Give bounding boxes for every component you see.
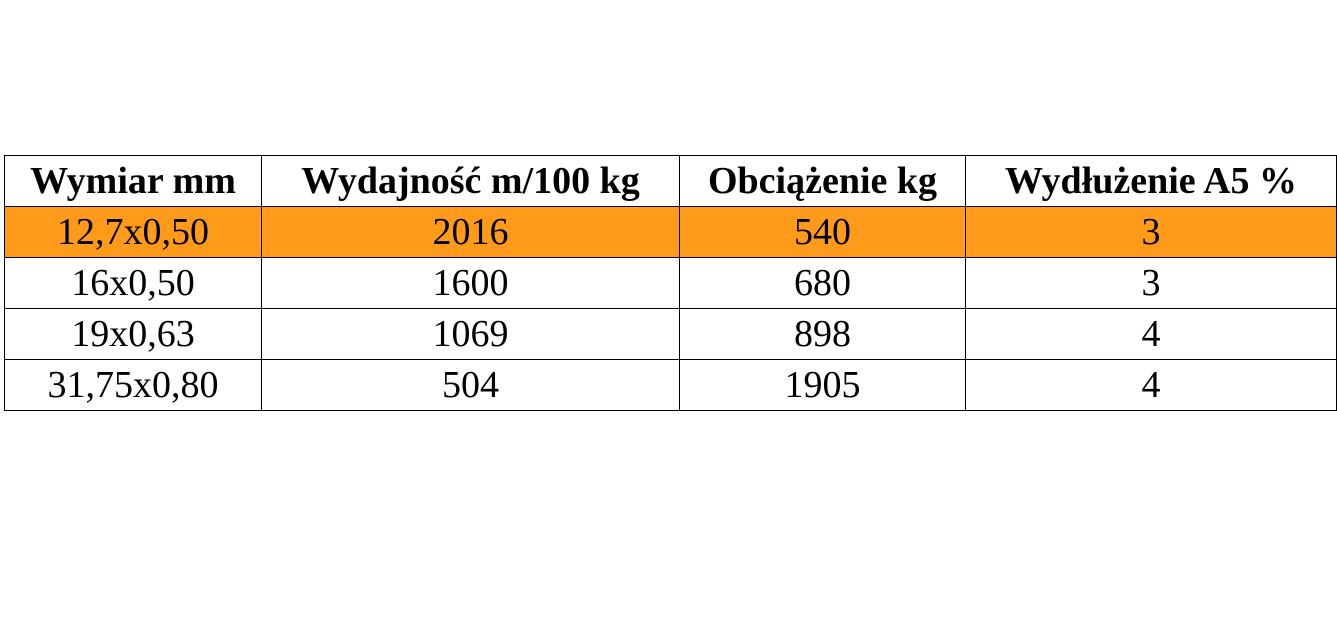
table-cell: 504 — [261, 359, 680, 411]
table-cell: 16x0,50 — [4, 257, 262, 309]
table-cell: 12,7x0,50 — [4, 206, 262, 258]
data-table: Wymiar mm Wydajność m/100 kg Obciążenie kg… — [4, 155, 1337, 411]
table-cell: 1905 — [679, 359, 966, 411]
table-cell: 19x0,63 — [4, 308, 262, 360]
table-cell: 1600 — [261, 257, 680, 309]
table-cell: 4 — [965, 359, 1337, 411]
table-cell: 3 — [965, 257, 1337, 309]
table-cell: 2016 — [261, 206, 680, 258]
table-cell: 680 — [679, 257, 966, 309]
table-cell: 898 — [679, 308, 966, 360]
table-row: 12,7x0,50 2016 540 3 — [4, 206, 1337, 258]
table-header: Wymiar mm Wydajność m/100 kg Obciążenie kg… — [4, 155, 1337, 207]
table-cell: 4 — [965, 308, 1337, 360]
table-body: 12,7x0,50 2016 540 3 16x0,50 1600 680 3 19x0,63 1… — [4, 206, 1337, 411]
table-cell: 3 — [965, 206, 1337, 258]
table-cell: 1069 — [261, 308, 680, 360]
table-cell: 31,75x0,80 — [4, 359, 262, 411]
table-row: 16x0,50 1600 680 3 — [4, 257, 1337, 309]
header-cell: Wydajność m/100 kg — [261, 155, 680, 207]
table-row: 31,75x0,80 504 1905 4 — [4, 359, 1337, 411]
header-row: Wymiar mm Wydajność m/100 kg Obciążenie kg… — [4, 155, 1337, 207]
header-cell: Wymiar mm — [4, 155, 262, 207]
header-cell: Obciążenie kg — [679, 155, 966, 207]
header-cell: Wydłużenie A5 % — [965, 155, 1337, 207]
table-cell: 540 — [679, 206, 966, 258]
table-row: 19x0,63 1069 898 4 — [4, 308, 1337, 360]
